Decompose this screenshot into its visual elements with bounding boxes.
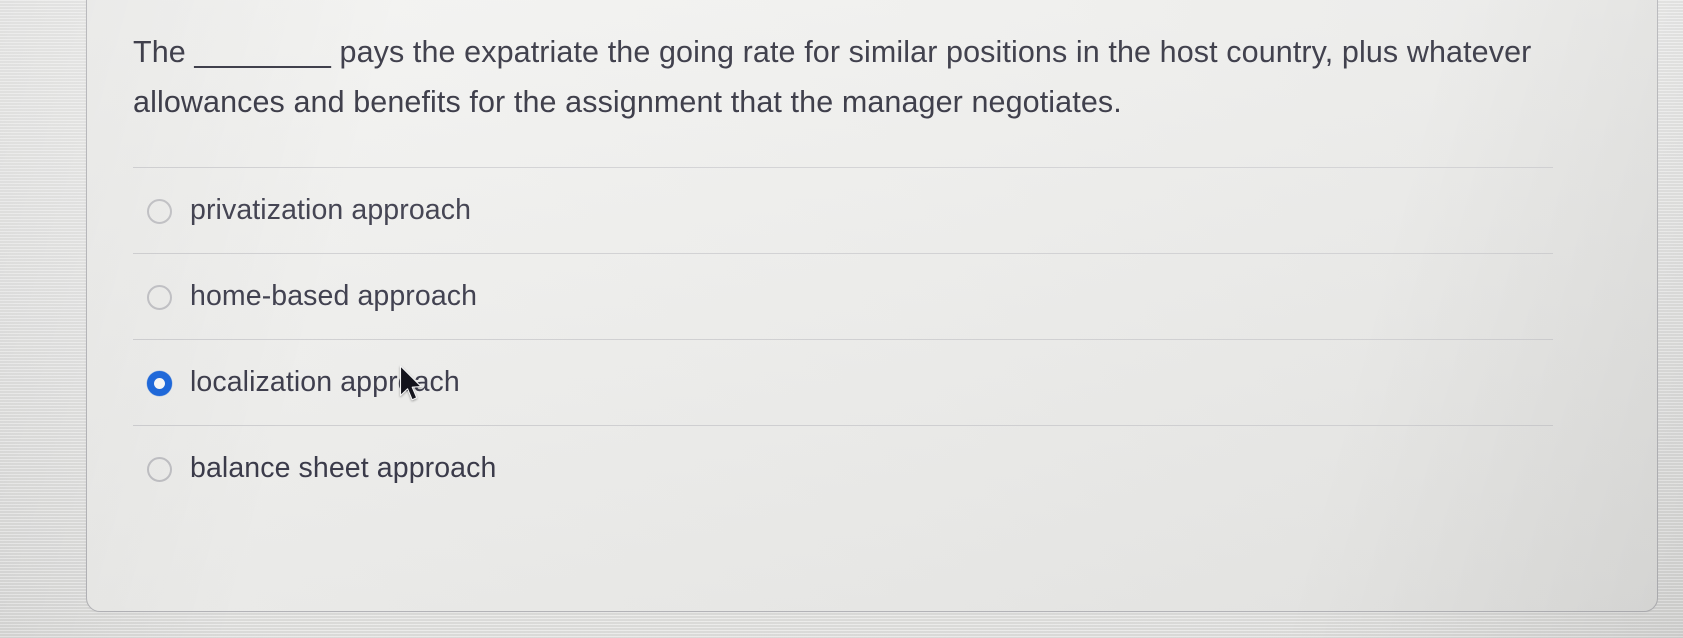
answer-options-list[interactable]: privatization approach home-based approa… bbox=[133, 167, 1553, 511]
radio-button-privatization-approach[interactable] bbox=[147, 199, 172, 224]
option-row-home-based-approach[interactable]: home-based approach bbox=[133, 253, 1553, 339]
option-row-localization-approach[interactable]: localization approach bbox=[133, 339, 1553, 425]
radio-button-home-based-approach[interactable] bbox=[147, 285, 172, 310]
question-card-content: The ________ pays the expatriate the goi… bbox=[133, 1, 1553, 511]
option-label-balance-sheet-approach: balance sheet approach bbox=[190, 452, 497, 485]
radio-button-localization-approach[interactable] bbox=[147, 371, 172, 396]
option-label-home-based-approach: home-based approach bbox=[190, 280, 478, 313]
option-row-privatization-approach[interactable]: privatization approach bbox=[133, 167, 1553, 253]
radio-button-balance-sheet-approach[interactable] bbox=[147, 457, 172, 482]
question-prompt-text: The ________ pays the expatriate the goi… bbox=[133, 35, 1540, 119]
question-card: The ________ pays the expatriate the goi… bbox=[86, 0, 1658, 612]
option-row-balance-sheet-approach[interactable]: balance sheet approach bbox=[133, 425, 1553, 511]
option-label-localization-approach: localization approach bbox=[190, 366, 460, 399]
option-label-privatization-approach: privatization approach bbox=[190, 194, 472, 227]
